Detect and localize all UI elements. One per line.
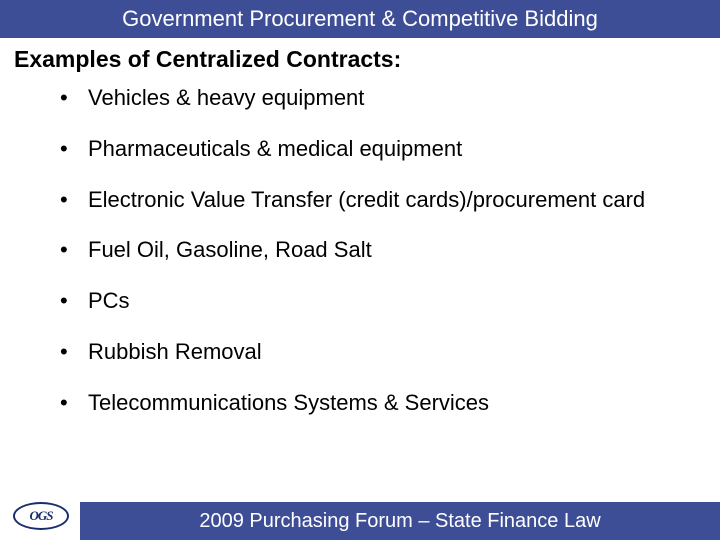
list-item: Fuel Oil, Gasoline, Road Salt: [60, 237, 720, 264]
list-item: Pharmaceuticals & medical equipment: [60, 136, 720, 163]
subtitle: Examples of Centralized Contracts:: [0, 38, 720, 85]
logo-text: OGS: [29, 508, 52, 524]
logo: OGS: [6, 494, 76, 538]
list-item: Rubbish Removal: [60, 339, 720, 366]
list-item: Vehicles & heavy equipment: [60, 85, 720, 112]
list-item: Telecommunications Systems & Services: [60, 390, 720, 417]
footer-text: 2009 Purchasing Forum – State Finance La…: [199, 510, 600, 533]
list-item: Electronic Value Transfer (credit cards)…: [60, 187, 720, 214]
logo-oval-icon: OGS: [13, 502, 69, 530]
header-bar: Government Procurement & Competitive Bid…: [0, 0, 720, 38]
footer-bar: 2009 Purchasing Forum – State Finance La…: [80, 502, 720, 540]
bullet-list: Vehicles & heavy equipment Pharmaceutica…: [0, 85, 720, 417]
header-title: Government Procurement & Competitive Bid…: [122, 6, 598, 31]
list-item: PCs: [60, 288, 720, 315]
slide: Government Procurement & Competitive Bid…: [0, 0, 720, 540]
